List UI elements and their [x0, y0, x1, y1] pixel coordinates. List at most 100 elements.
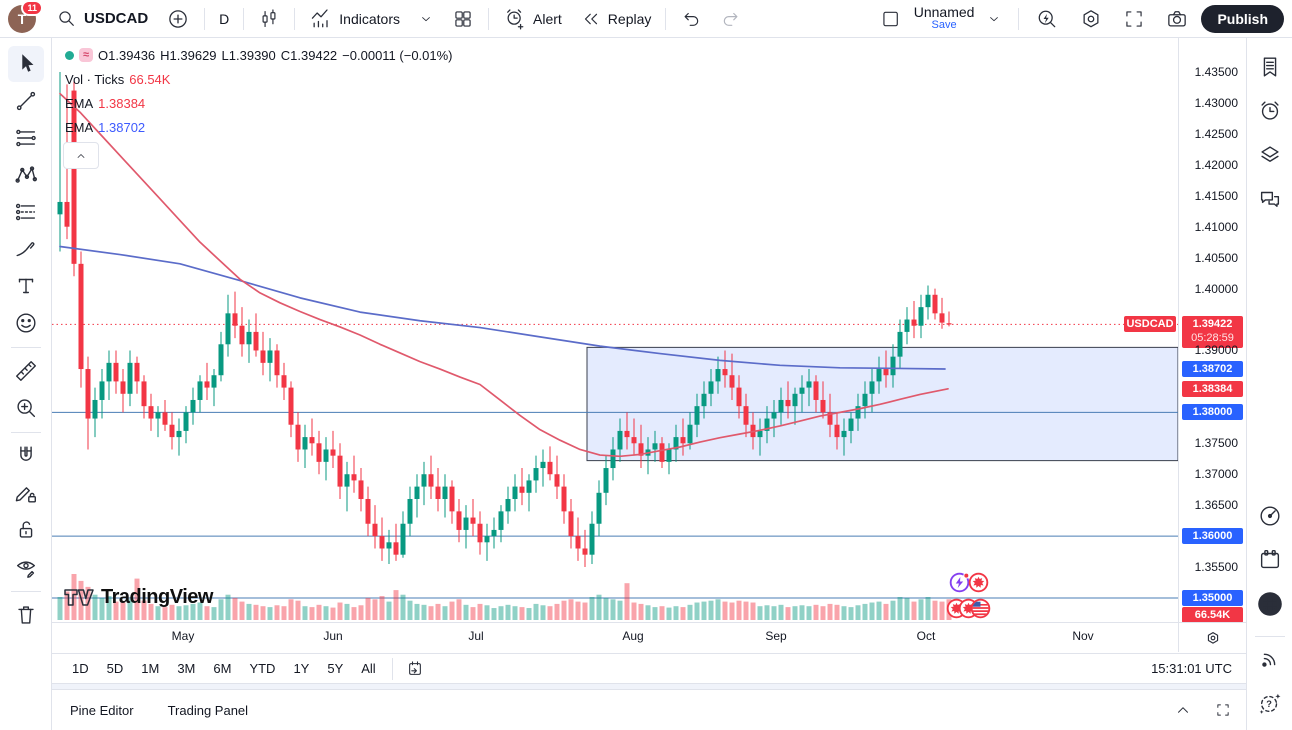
indicators-label: Indicators: [339, 10, 400, 27]
panel-expand-icon[interactable]: [1214, 701, 1232, 719]
snapshot-button[interactable]: [1157, 3, 1197, 35]
emoji-tool[interactable]: [8, 305, 44, 341]
chart-style-button[interactable]: [250, 4, 288, 34]
screener-button[interactable]: [1253, 499, 1287, 533]
symbol-search-button[interactable]: USDCAD: [48, 4, 156, 34]
user-avatar[interactable]: T 11: [8, 0, 43, 33]
ema-slow-value: 1.38702: [98, 119, 146, 135]
price-tick: 1.36500: [1194, 498, 1238, 513]
time-axis-label: Sep: [765, 629, 787, 643]
indicator-templates-button[interactable]: [410, 7, 442, 31]
volume-badge: 66.54K: [1182, 607, 1243, 623]
alert-button[interactable]: Alert: [495, 3, 570, 35]
grid-layout-button[interactable]: [444, 4, 482, 34]
layers-icon: [1257, 142, 1283, 168]
object-tree-button[interactable]: [1253, 138, 1287, 172]
ruler-icon: [13, 358, 39, 384]
hide-drawings-tool[interactable]: [8, 549, 44, 585]
candlestick-icon: [258, 8, 280, 30]
ema-fast-legend-row[interactable]: EMA 1.38384: [65, 91, 453, 115]
time-axis-label: May: [171, 629, 195, 643]
ema-slow-legend-row[interactable]: EMA 1.38702: [65, 115, 453, 139]
calendar-icon: [1257, 547, 1283, 573]
drawing-mode-tool[interactable]: [8, 475, 44, 511]
axis-settings-corner[interactable]: [1178, 622, 1246, 652]
help-button[interactable]: ?: [1253, 686, 1287, 720]
volume-value: 66.54K: [129, 71, 171, 87]
timeframe-3M[interactable]: 3M: [177, 661, 196, 676]
tab-trading-panel[interactable]: Trading Panel: [167, 702, 249, 718]
quick-search-button[interactable]: [1027, 3, 1067, 35]
event-canada-flag-icon[interactable]: [968, 572, 989, 598]
timeframe-5D[interactable]: 5D: [106, 661, 124, 676]
timeframe-6M[interactable]: 6M: [213, 661, 232, 676]
publish-button[interactable]: Publish: [1201, 4, 1284, 33]
remove-drawings-tool[interactable]: [8, 597, 44, 633]
layout-square-button[interactable]: [872, 4, 910, 34]
settings-button[interactable]: [1071, 3, 1111, 35]
event-us-flag-icon[interactable]: [970, 598, 991, 624]
event-energy-icon[interactable]: [949, 572, 970, 598]
apps-button[interactable]: [1253, 587, 1287, 621]
zoom-in-tool[interactable]: [8, 390, 44, 426]
chevron-up-icon: [74, 149, 88, 163]
replay-button[interactable]: Replay: [572, 4, 660, 34]
price-chart-canvas[interactable]: [52, 38, 1246, 652]
brush-tool[interactable]: [8, 231, 44, 267]
fib-lines-icon: [13, 125, 39, 151]
time-axis[interactable]: May Jun Jul Aug Sep Oct Nov: [52, 622, 1178, 652]
measure-tool[interactable]: [8, 353, 44, 389]
cursor-tool[interactable]: [7, 46, 44, 82]
go-to-date-button[interactable]: [401, 657, 429, 681]
timeframe-YTD[interactable]: YTD: [249, 661, 276, 676]
price-axis[interactable]: 1.39422 05:28:59 1.38702 1.38384 1.38000…: [1178, 38, 1246, 623]
replay-icon: [580, 8, 602, 30]
interval-button[interactable]: D: [211, 7, 237, 31]
timeframe-All[interactable]: All: [361, 661, 376, 676]
magnet-tool[interactable]: [8, 438, 44, 474]
timeframe-1D[interactable]: 1D: [72, 661, 89, 676]
compare-add-button[interactable]: [158, 3, 198, 35]
volume-legend-row[interactable]: Vol · Ticks 66.54K: [65, 67, 453, 91]
layout-name-button[interactable]: Unnamed Save: [914, 5, 975, 31]
countdown-timer: 05:28:59: [1191, 332, 1234, 345]
zoom-in-icon: [13, 395, 39, 421]
fib-retracement-tool[interactable]: [8, 120, 44, 156]
time-axis-label: Aug: [622, 629, 644, 643]
timeframe-1Y[interactable]: 1Y: [293, 661, 310, 676]
layout-square-icon: [880, 8, 902, 30]
price-tick: 1.43000: [1194, 95, 1238, 110]
price-tick: 1.39000: [1194, 343, 1238, 358]
streams-button[interactable]: [1253, 642, 1287, 676]
price-tick: 1.40000: [1194, 281, 1238, 296]
fullscreen-button[interactable]: [1115, 4, 1153, 34]
last-price-symbol-tag: USDCAD: [1124, 316, 1176, 333]
panel-chevron-up-icon[interactable]: [1174, 701, 1192, 719]
save-label: Save: [931, 19, 957, 32]
collapse-legend-button[interactable]: [63, 142, 99, 169]
top-toolbar: T 11 USDCAD D Indicators: [0, 0, 1292, 38]
redo-button[interactable]: [712, 4, 750, 34]
undo-button[interactable]: [672, 4, 710, 34]
trend-line-tool[interactable]: [8, 83, 44, 119]
timeframe-1M[interactable]: 1M: [141, 661, 160, 676]
clock-utc[interactable]: 15:31:01 UTC: [1151, 661, 1232, 676]
watchlist-button[interactable]: [1253, 50, 1287, 84]
lock-drawings-tool[interactable]: [8, 512, 44, 548]
layout-menu-chevron[interactable]: [978, 7, 1010, 31]
timeframe-5Y[interactable]: 5Y: [327, 661, 344, 676]
symbol-legend-row[interactable]: ≈ O1.39436 H1.39629 L1.39390 C1.39422 −0…: [65, 43, 453, 67]
chat-button[interactable]: [1253, 182, 1287, 216]
xabcd-pattern-tool[interactable]: [8, 157, 44, 193]
plus-circle-icon: [166, 7, 190, 31]
alerts-panel-button[interactable]: [1253, 94, 1287, 128]
price-tick: 1.37500: [1194, 436, 1238, 451]
help-icon: ?: [1257, 690, 1283, 716]
calendar-button[interactable]: [1253, 543, 1287, 577]
text-tool[interactable]: [8, 268, 44, 304]
tab-pine-editor[interactable]: Pine Editor: [70, 702, 134, 718]
drawing-toolbar: [0, 38, 52, 730]
level-1-36000-badge: 1.36000: [1182, 528, 1243, 545]
projection-tool[interactable]: [8, 194, 44, 230]
indicators-button[interactable]: Indicators: [301, 3, 408, 35]
